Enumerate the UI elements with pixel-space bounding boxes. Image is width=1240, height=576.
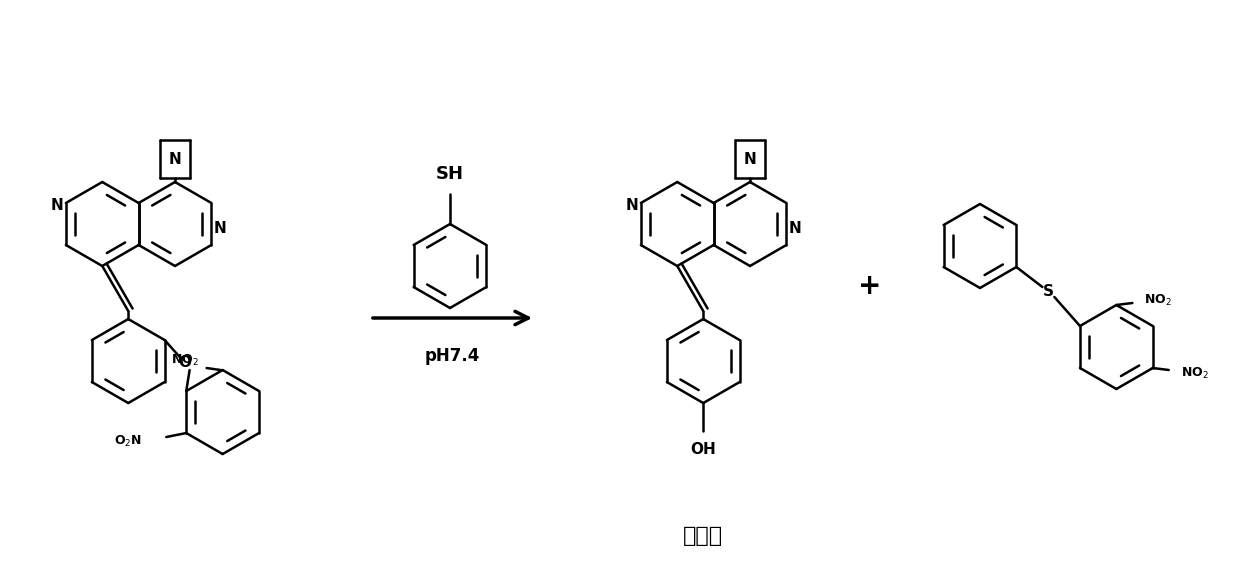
Text: N: N [625, 198, 639, 213]
Text: O: O [179, 355, 191, 370]
Text: N: N [169, 151, 181, 166]
Text: S: S [1043, 285, 1054, 300]
Text: OH: OH [691, 442, 717, 457]
Text: N: N [51, 198, 63, 213]
Text: N: N [789, 221, 802, 236]
Text: NO$_2$: NO$_2$ [1145, 293, 1172, 308]
Text: NO$_2$: NO$_2$ [1180, 365, 1209, 381]
Text: SH: SH [436, 165, 464, 183]
Text: +: + [858, 272, 882, 300]
Text: O$_2$N: O$_2$N [114, 434, 143, 449]
Text: 强荧光: 强荧光 [683, 526, 723, 546]
Text: NO$_2$: NO$_2$ [171, 353, 198, 367]
Text: pH7.4: pH7.4 [424, 347, 480, 365]
Text: N: N [744, 151, 756, 166]
Text: N: N [215, 221, 227, 236]
